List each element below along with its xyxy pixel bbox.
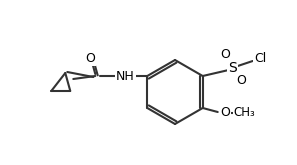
Text: CH₃: CH₃ bbox=[234, 106, 256, 119]
Text: O: O bbox=[220, 106, 230, 119]
Text: O: O bbox=[220, 48, 230, 61]
Text: S: S bbox=[228, 61, 237, 75]
Text: O: O bbox=[85, 51, 95, 65]
Text: O: O bbox=[236, 75, 246, 87]
Text: Cl: Cl bbox=[255, 51, 267, 65]
Text: NH: NH bbox=[116, 69, 135, 82]
